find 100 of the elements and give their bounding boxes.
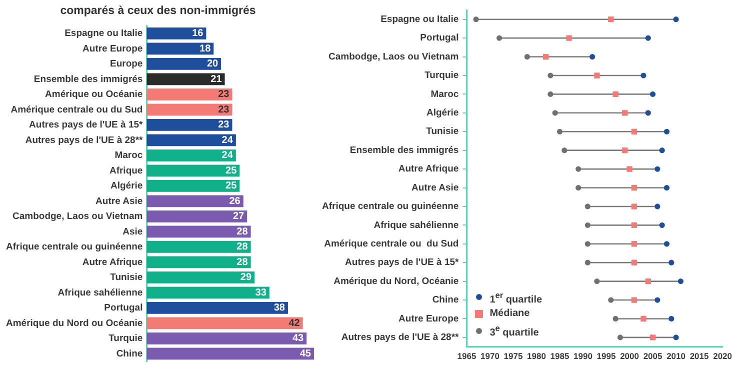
point [584,260,590,266]
bar [146,180,240,192]
bar [146,271,255,284]
point [496,35,502,41]
point [664,241,670,247]
y-tick-label: Amérique centrale ou du Sud [10,104,143,116]
bar [146,332,307,344]
y-tick-label: Afrique sahélienne [374,220,459,231]
y-tick-label: Europe [110,58,143,70]
y-tick-label: Asie [122,226,143,238]
point [673,334,679,340]
point [645,110,651,116]
point [608,297,614,303]
bar [146,240,251,253]
point [631,241,637,247]
legend-label: 3$^{e}$ quartile [490,322,539,340]
x-tick-label: 2020 [713,351,732,362]
bar [146,164,240,177]
point [576,184,582,191]
point [524,54,530,60]
point [594,278,600,284]
y-tick-label: Tunisie [426,126,459,138]
point [650,334,656,340]
point [650,91,656,97]
bar [146,58,222,70]
point [678,278,684,284]
x-tick-label: 1975 [504,351,523,362]
point [542,54,549,60]
point [562,148,568,154]
y-tick-label: Amérique ou Océanie [45,89,143,100]
point [566,35,572,41]
bar [146,348,314,360]
bar [146,27,206,40]
data-label: 18 [200,43,212,54]
chart-title: comparés à ceux des non-immigrés [60,5,256,18]
point [584,204,590,210]
data-label: 38 [274,302,286,314]
bar [146,42,214,55]
y-tick-label: Autre Afrique [398,164,459,175]
bar [146,134,236,146]
y-tick-label: Amérique centrale ou du Sud [324,238,459,250]
bar [146,88,232,100]
point [622,110,628,116]
bar [146,302,288,314]
point [654,297,660,303]
y-tick-label: Autres pays de l'UE à 15* [345,257,460,268]
y-tick-label: Autres pays de l'UE à 28** [341,332,460,344]
point [590,54,596,60]
y-tick-label: Ensemble des immigrés [350,144,459,156]
x-tick-label: 1995 [596,351,616,362]
data-label: 23 [218,104,230,116]
y-tick-label: Ensemble des immigrés [34,74,143,85]
data-label: 20 [206,58,218,70]
y-tick-label: Turquie [108,333,143,344]
point [645,35,651,41]
y-tick-label: Afrique sahélienne [58,287,143,298]
data-label: 25 [226,165,238,176]
point [626,166,632,172]
legend-label: Médiane [490,307,530,322]
data-label: 24 [222,134,234,146]
y-tick-label: Cambodge, Laos ou Vietnam [328,51,459,62]
y-tick-label: Chine [116,348,143,360]
y-tick-label: Maroc [430,88,459,100]
y-tick-label: Autre Europe [82,43,143,54]
bar [146,195,244,208]
point [612,91,618,98]
data-label: 26 [229,196,241,207]
x-tick-label: 2005 [643,351,662,362]
y-tick-label: Afrique centrale ou guinéenne [322,201,459,212]
y-tick-label: Algérie [110,180,143,192]
point [584,241,590,247]
bar [146,118,232,131]
point [594,72,600,78]
y-tick-label: Amérique du Nord ou Océanie [6,318,143,329]
point [631,204,637,210]
y-tick-label: Autres pays de l'UE à 28** [25,134,144,146]
data-label: 25 [226,180,238,192]
point [548,91,554,97]
y-tick-label: Afrique centrale ou guinéenne [6,242,143,253]
data-label: 43 [292,333,304,344]
x-tick-label: 1965 [457,351,476,362]
point [631,184,637,191]
data-label: 27 [232,211,245,222]
y-tick-label: Portugal [104,302,143,314]
x-tick-label: 1980 [527,351,546,362]
data-label: 23 [218,89,230,100]
point [664,184,670,191]
x-tick-label: 1985 [550,351,570,362]
data-label: 29 [240,272,252,284]
data-label: 28 [236,226,248,238]
data-label: 42 [288,318,300,329]
y-tick-label: Afrique [109,165,143,176]
y-tick-label: Portugal [420,32,459,44]
bar [146,73,225,86]
data-label: 45 [300,348,312,360]
y-tick-label: Cambodge, Laos ou Vietnam [12,211,143,222]
bar [146,256,251,268]
y-tick-label: Autre Asie [412,182,459,194]
point [622,148,628,154]
data-label: 33 [255,287,267,298]
